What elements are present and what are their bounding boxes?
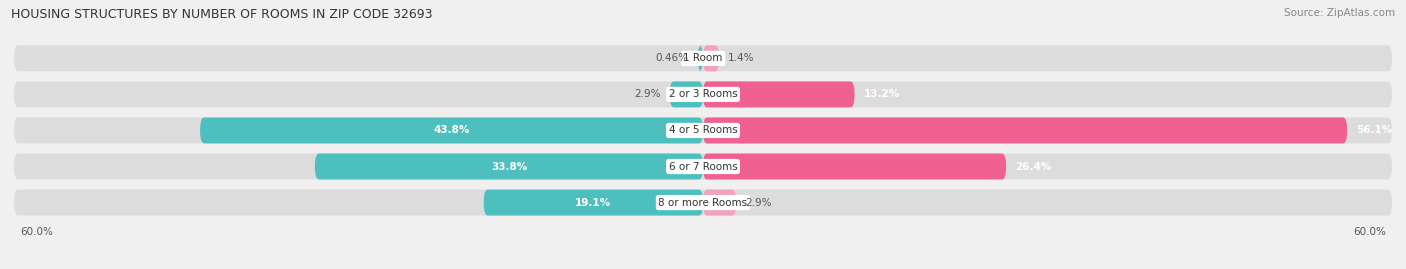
- Text: 0.46%: 0.46%: [655, 53, 689, 63]
- Text: 4 or 5 Rooms: 4 or 5 Rooms: [669, 125, 737, 136]
- FancyBboxPatch shape: [484, 190, 703, 215]
- FancyBboxPatch shape: [669, 82, 703, 107]
- Text: 2.9%: 2.9%: [634, 89, 661, 100]
- Text: 60.0%: 60.0%: [1354, 227, 1386, 237]
- Text: 19.1%: 19.1%: [575, 197, 612, 208]
- Text: 60.0%: 60.0%: [20, 227, 52, 237]
- FancyBboxPatch shape: [315, 154, 703, 179]
- Text: 2.9%: 2.9%: [745, 197, 772, 208]
- FancyBboxPatch shape: [703, 154, 1007, 179]
- Text: 33.8%: 33.8%: [491, 161, 527, 172]
- Text: HOUSING STRUCTURES BY NUMBER OF ROOMS IN ZIP CODE 32693: HOUSING STRUCTURES BY NUMBER OF ROOMS IN…: [11, 8, 433, 21]
- Text: 26.4%: 26.4%: [1015, 161, 1052, 172]
- Text: 43.8%: 43.8%: [433, 125, 470, 136]
- FancyBboxPatch shape: [697, 45, 703, 71]
- FancyBboxPatch shape: [703, 45, 718, 71]
- Text: 13.2%: 13.2%: [863, 89, 900, 100]
- Text: 56.1%: 56.1%: [1357, 125, 1392, 136]
- FancyBboxPatch shape: [14, 154, 1392, 179]
- Text: 1 Room: 1 Room: [683, 53, 723, 63]
- Text: 2 or 3 Rooms: 2 or 3 Rooms: [669, 89, 737, 100]
- FancyBboxPatch shape: [703, 82, 855, 107]
- FancyBboxPatch shape: [703, 118, 1347, 143]
- FancyBboxPatch shape: [14, 118, 1392, 143]
- Text: Source: ZipAtlas.com: Source: ZipAtlas.com: [1284, 8, 1395, 18]
- FancyBboxPatch shape: [703, 190, 737, 215]
- Text: 6 or 7 Rooms: 6 or 7 Rooms: [669, 161, 737, 172]
- Text: 8 or more Rooms: 8 or more Rooms: [658, 197, 748, 208]
- Text: 1.4%: 1.4%: [728, 53, 755, 63]
- FancyBboxPatch shape: [14, 190, 1392, 215]
- FancyBboxPatch shape: [14, 82, 1392, 107]
- FancyBboxPatch shape: [200, 118, 703, 143]
- FancyBboxPatch shape: [14, 45, 1392, 71]
